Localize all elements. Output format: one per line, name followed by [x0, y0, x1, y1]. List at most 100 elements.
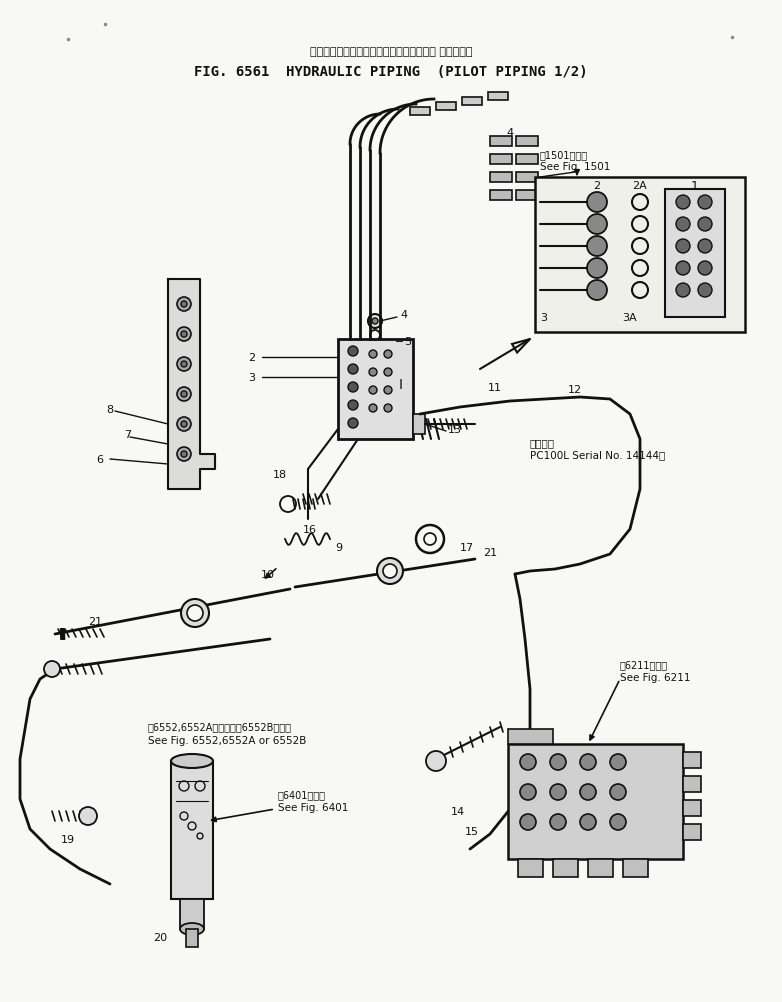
Circle shape — [177, 328, 191, 342]
Circle shape — [587, 192, 607, 212]
Text: 3: 3 — [248, 373, 255, 383]
Circle shape — [369, 387, 377, 395]
Circle shape — [676, 217, 690, 231]
Circle shape — [181, 392, 187, 398]
Circle shape — [676, 284, 690, 298]
Circle shape — [580, 785, 596, 801]
Circle shape — [698, 284, 712, 298]
Circle shape — [177, 298, 191, 312]
Circle shape — [676, 239, 690, 254]
Circle shape — [580, 755, 596, 771]
Bar — [516, 137, 538, 147]
Bar — [516, 172, 538, 182]
Circle shape — [698, 195, 712, 209]
Bar — [490, 172, 512, 182]
Bar — [490, 155, 512, 165]
Circle shape — [550, 785, 566, 801]
Circle shape — [383, 564, 397, 578]
Bar — [508, 729, 553, 744]
Circle shape — [587, 259, 607, 279]
Circle shape — [384, 405, 392, 413]
Bar — [623, 859, 648, 877]
Bar — [488, 93, 508, 101]
Text: 2: 2 — [248, 353, 255, 363]
Text: 10: 10 — [261, 569, 275, 579]
Text: 第6401図参照: 第6401図参照 — [278, 790, 326, 800]
Bar — [508, 744, 683, 859]
Text: ハイドロリック　パイピング　パイロット パイピング: ハイドロリック パイピング パイロット パイピング — [310, 47, 472, 57]
Circle shape — [520, 785, 536, 801]
Text: 17: 17 — [460, 542, 474, 552]
Text: 13: 13 — [448, 425, 462, 435]
Text: ─ 5: ─ 5 — [395, 337, 412, 347]
Text: See Fig. 6401: See Fig. 6401 — [278, 803, 348, 813]
Circle shape — [698, 239, 712, 254]
Circle shape — [181, 599, 209, 627]
Circle shape — [369, 351, 377, 359]
Bar — [516, 190, 538, 200]
Bar — [535, 177, 745, 333]
Circle shape — [348, 347, 358, 357]
Circle shape — [676, 195, 690, 209]
Text: See Fig. 6552,6552A or 6552B: See Fig. 6552,6552A or 6552B — [148, 735, 307, 745]
Circle shape — [181, 302, 187, 308]
Circle shape — [181, 452, 187, 458]
Text: 11: 11 — [488, 383, 502, 393]
Bar — [338, 340, 413, 440]
Circle shape — [348, 383, 358, 393]
Circle shape — [520, 815, 536, 831]
Bar — [490, 190, 512, 200]
Circle shape — [181, 422, 187, 428]
Text: 第6211図参照: 第6211図参照 — [620, 659, 668, 669]
Bar — [518, 859, 543, 877]
Text: 4: 4 — [400, 310, 407, 320]
Polygon shape — [168, 280, 215, 490]
Bar — [171, 762, 213, 899]
Circle shape — [587, 281, 607, 301]
Text: 16: 16 — [303, 524, 317, 534]
Bar — [683, 801, 701, 817]
Circle shape — [587, 214, 607, 234]
Circle shape — [369, 369, 377, 377]
Circle shape — [372, 319, 378, 325]
Text: 3A: 3A — [622, 313, 637, 323]
Circle shape — [610, 755, 626, 771]
Circle shape — [587, 236, 607, 257]
Circle shape — [177, 388, 191, 402]
Circle shape — [181, 332, 187, 338]
Circle shape — [177, 448, 191, 462]
Circle shape — [187, 605, 203, 621]
Circle shape — [348, 365, 358, 375]
Text: PC100L Serial No. 14144～: PC100L Serial No. 14144～ — [530, 450, 665, 460]
Circle shape — [377, 558, 403, 584]
Bar — [588, 859, 613, 877]
Bar — [490, 137, 512, 147]
Circle shape — [426, 752, 446, 772]
Circle shape — [416, 525, 444, 553]
Text: 適用号機: 適用号機 — [530, 438, 555, 448]
Text: 3: 3 — [540, 313, 547, 323]
Bar — [413, 415, 425, 435]
Circle shape — [79, 808, 97, 826]
Text: 6: 6 — [96, 455, 103, 465]
Text: 第6552,6552A図または第6552B図参照: 第6552,6552A図または第6552B図参照 — [148, 721, 292, 731]
Ellipse shape — [171, 755, 213, 769]
Text: 14: 14 — [451, 807, 465, 817]
Bar — [462, 98, 482, 106]
Circle shape — [384, 369, 392, 377]
Circle shape — [348, 419, 358, 429]
Circle shape — [384, 351, 392, 359]
Text: 8: 8 — [106, 405, 113, 415]
Bar — [553, 859, 578, 877]
Bar — [683, 777, 701, 793]
Ellipse shape — [180, 923, 204, 935]
Circle shape — [177, 418, 191, 432]
Text: See Fig. 1501: See Fig. 1501 — [540, 162, 611, 171]
Text: FIG. 6561  HYDRAULIC PIPING  (PILOT PIPING 1/2): FIG. 6561 HYDRAULIC PIPING (PILOT PIPING… — [194, 65, 588, 79]
Circle shape — [384, 387, 392, 395]
Circle shape — [181, 362, 187, 368]
Text: 4: 4 — [507, 128, 514, 138]
Text: 12: 12 — [568, 385, 582, 395]
Text: 21: 21 — [88, 616, 102, 626]
Text: 15: 15 — [465, 827, 479, 836]
